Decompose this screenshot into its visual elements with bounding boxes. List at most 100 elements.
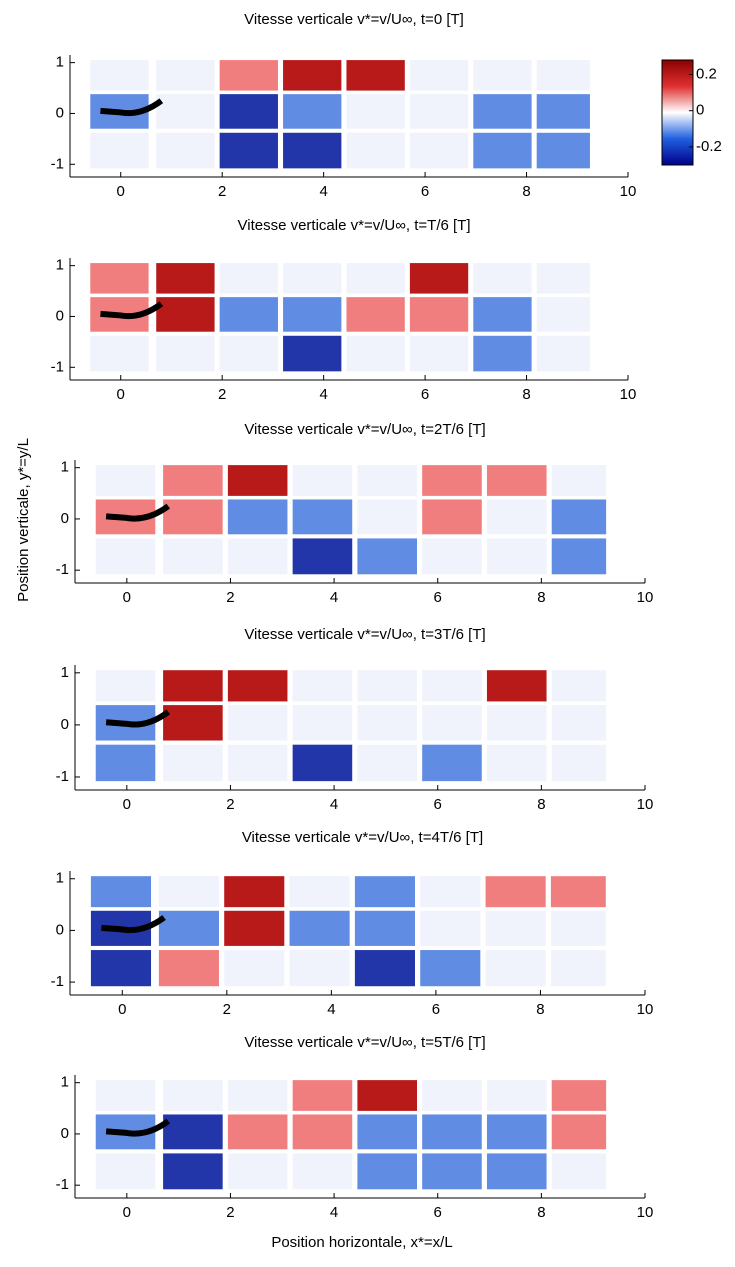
field-tile bbox=[346, 297, 405, 332]
x-tick-label: 0 bbox=[117, 386, 125, 403]
x-tick-label: 4 bbox=[327, 1001, 335, 1018]
field-tile bbox=[283, 335, 342, 372]
field-tile bbox=[536, 132, 590, 169]
y-tick-label: 1 bbox=[56, 257, 64, 274]
field-tile bbox=[95, 670, 156, 702]
field-tile bbox=[292, 1114, 353, 1150]
x-tick-label: 6 bbox=[421, 183, 429, 200]
field-tile bbox=[357, 499, 417, 535]
y-tick-label: 1 bbox=[56, 54, 64, 71]
field-tile bbox=[224, 950, 285, 987]
field-tile bbox=[156, 263, 215, 294]
x-tick-label: 4 bbox=[319, 183, 327, 200]
x-tick-label: 10 bbox=[620, 183, 637, 200]
field-tile bbox=[292, 1153, 353, 1190]
field-tile bbox=[473, 94, 532, 129]
field-tile bbox=[357, 744, 417, 782]
field-tile bbox=[422, 744, 482, 782]
field-tile bbox=[486, 1114, 547, 1150]
colorbar-tick-label: 0 bbox=[696, 102, 704, 119]
field-tile bbox=[163, 499, 223, 535]
airfoil bbox=[100, 98, 164, 117]
x-tick-label: 4 bbox=[330, 796, 338, 813]
field-tile bbox=[227, 744, 288, 782]
field-tile bbox=[163, 705, 223, 741]
field-tile bbox=[551, 1114, 607, 1150]
field-tile bbox=[420, 876, 481, 908]
field-tile bbox=[90, 335, 149, 372]
field-tile bbox=[90, 132, 149, 169]
field-tile bbox=[486, 538, 547, 575]
field-tile bbox=[409, 263, 469, 294]
x-tick-label: 6 bbox=[432, 1001, 440, 1018]
field-tile bbox=[486, 1080, 547, 1111]
x-tick-label: 2 bbox=[226, 1204, 234, 1221]
field-tile bbox=[346, 60, 405, 91]
x-tick-label: 10 bbox=[637, 589, 654, 606]
x-axis-label: Position horizontale, x*=x/L bbox=[271, 1234, 452, 1251]
field-tile bbox=[486, 499, 547, 535]
y-tick-label: -1 bbox=[56, 768, 69, 785]
field-tile bbox=[224, 876, 285, 908]
field-tile bbox=[158, 910, 219, 946]
y-tick-label: 0 bbox=[61, 510, 69, 527]
y-tick-label: 0 bbox=[56, 104, 64, 121]
x-tick-label: 8 bbox=[522, 386, 530, 403]
field-tile bbox=[422, 1114, 482, 1150]
field-tile bbox=[422, 499, 482, 535]
field-tile bbox=[485, 876, 546, 908]
x-tick-label: 2 bbox=[218, 386, 226, 403]
field-tile bbox=[536, 94, 590, 129]
x-tick-label: 8 bbox=[537, 796, 545, 813]
field-tile bbox=[219, 132, 278, 169]
field-tile bbox=[473, 263, 532, 294]
y-tick-label: 0 bbox=[61, 716, 69, 733]
field-tile bbox=[163, 538, 223, 575]
y-tick-label: -1 bbox=[56, 561, 69, 578]
field-tile bbox=[90, 876, 152, 908]
field-tile bbox=[473, 132, 532, 169]
field-tile bbox=[219, 60, 278, 91]
x-tick-label: 6 bbox=[421, 386, 429, 403]
x-tick-label: 10 bbox=[637, 796, 654, 813]
y-tick-label: -1 bbox=[56, 1176, 69, 1193]
field-tile bbox=[163, 1114, 223, 1150]
field-tile bbox=[551, 499, 607, 535]
field-tile bbox=[95, 1080, 156, 1111]
field-tile bbox=[422, 705, 482, 741]
field-tile bbox=[158, 876, 219, 908]
field-tile bbox=[409, 297, 469, 332]
field-tile bbox=[354, 876, 415, 908]
field-tile bbox=[292, 538, 353, 575]
field-tile bbox=[409, 60, 469, 91]
field-tile bbox=[283, 60, 342, 91]
field-tile bbox=[346, 263, 405, 294]
y-tick-label: 0 bbox=[61, 1125, 69, 1142]
y-axis-label: Position verticale, y*=y/L bbox=[15, 438, 32, 602]
field-tile bbox=[95, 465, 156, 496]
field-tile bbox=[283, 132, 342, 169]
field-tile bbox=[485, 950, 546, 987]
field-tile bbox=[219, 297, 278, 332]
y-tick-label: 1 bbox=[61, 664, 69, 681]
field-tile bbox=[409, 335, 469, 372]
y-tick-label: -1 bbox=[51, 973, 64, 990]
field-tile bbox=[292, 705, 353, 741]
field-tile bbox=[219, 263, 278, 294]
x-tick-label: 8 bbox=[537, 589, 545, 606]
field-tile bbox=[292, 670, 353, 702]
field-tile bbox=[163, 1080, 223, 1111]
x-tick-label: 6 bbox=[434, 1204, 442, 1221]
field-tile bbox=[227, 705, 288, 741]
x-tick-label: 2 bbox=[218, 183, 226, 200]
field-tile bbox=[485, 910, 546, 946]
colorbar-tick-label: 0.2 bbox=[696, 65, 717, 82]
airfoil bbox=[105, 709, 171, 728]
field-tile bbox=[95, 538, 156, 575]
field-tile bbox=[158, 950, 219, 987]
field-tile bbox=[227, 1080, 288, 1111]
field-tile bbox=[551, 1080, 607, 1111]
field-tile bbox=[227, 670, 288, 702]
field-tile bbox=[90, 60, 149, 91]
field-tile bbox=[422, 1080, 482, 1111]
